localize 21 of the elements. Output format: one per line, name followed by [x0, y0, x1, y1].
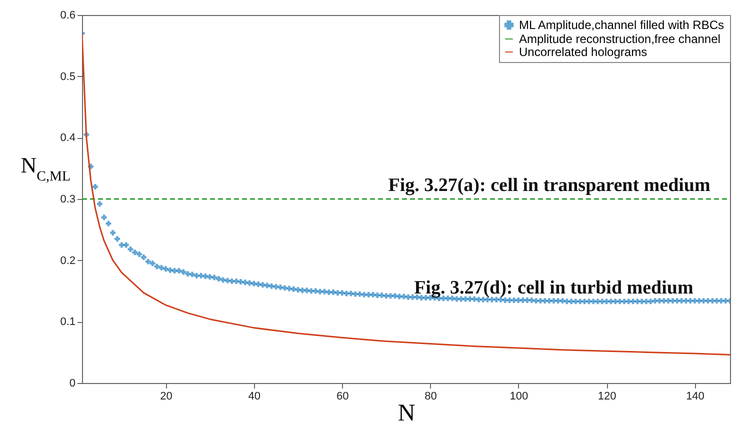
annotation: Fig. 3.27(d): cell in turbid medium — [414, 277, 694, 298]
x-tick-label: 80 — [424, 390, 437, 402]
y-tick-label: 0.4 — [60, 132, 76, 144]
y-tick-label: 0.3 — [60, 194, 76, 206]
x-tick-label: 20 — [160, 390, 172, 402]
y-tick-label: 0.1 — [60, 316, 76, 328]
x-axis-title: N — [398, 400, 416, 423]
x-tick-label: 40 — [248, 390, 261, 402]
annotation: Fig. 3.27(a): cell in transparent medium — [388, 175, 710, 196]
y-tick-label: 0.2 — [60, 254, 76, 267]
y-tick-label: 0 — [69, 378, 76, 390]
legend-label: ML Amplitude,channel filled with RBCs — [519, 18, 724, 32]
legend-label: Uncorrelated holograms — [519, 45, 648, 59]
y-tick-label: 0.6 — [60, 10, 76, 22]
y-tick-label: 0.5 — [60, 70, 76, 83]
legend-label: Amplitude reconstruction,free channel — [519, 32, 720, 46]
x-tick-label: 140 — [686, 390, 704, 402]
x-tick-label: 60 — [336, 390, 349, 402]
x-tick-label: 120 — [598, 390, 616, 402]
x-tick-label: 100 — [510, 390, 528, 402]
y-axis-title: N$_{C,ML}$ — [20, 152, 70, 184]
